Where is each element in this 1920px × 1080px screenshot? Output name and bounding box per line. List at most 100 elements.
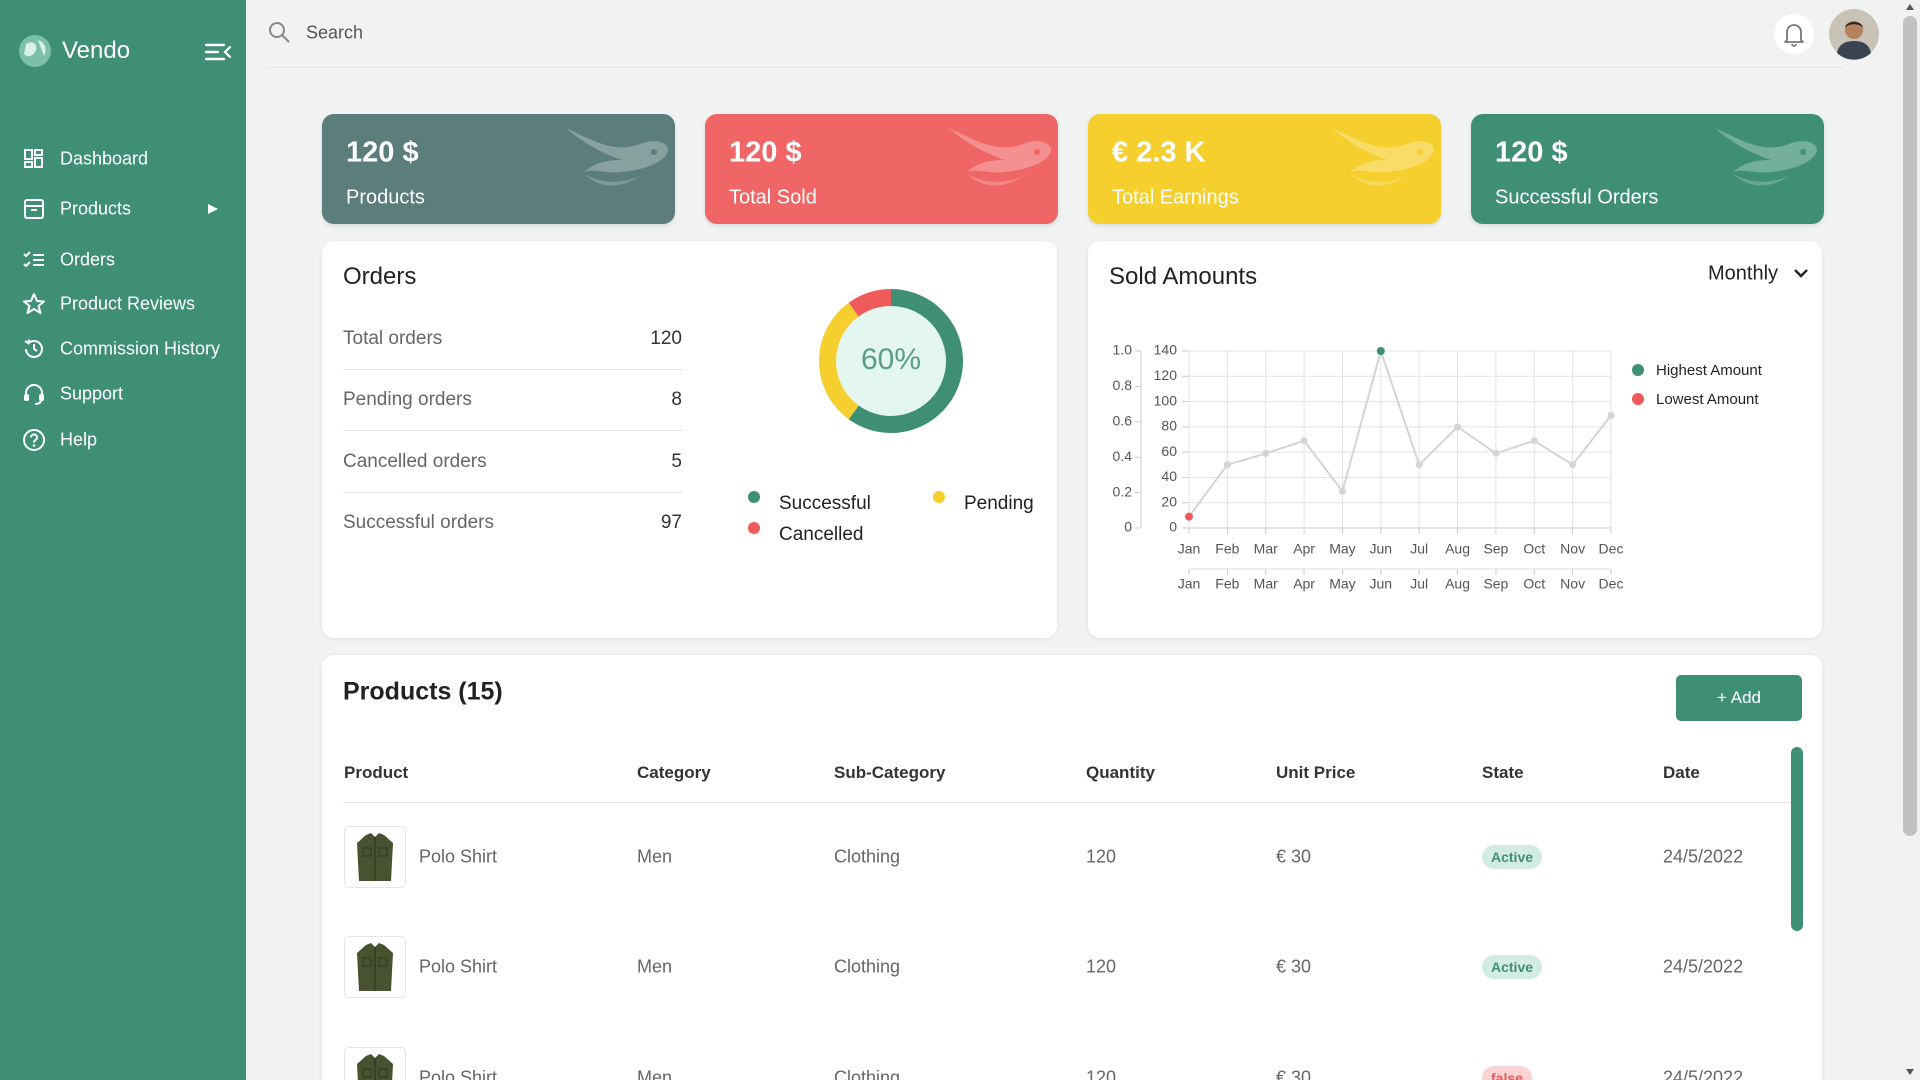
- stat-card: 120 $ Total Sold: [705, 114, 1058, 224]
- table-row[interactable]: Polo Shirt Men Clothing 120 € 30 Active 24/5/2…: [322, 922, 1787, 1012]
- menu-label: Support: [60, 383, 124, 404]
- icon-part: [33, 344, 38, 352]
- table-cell: Men: [637, 956, 673, 977]
- table-row[interactable]: Polo Shirt Men Clothing 120 € 30 false 24/5/20…: [322, 1033, 1787, 1080]
- bell-bg: [1774, 14, 1814, 54]
- y-tick-label: 20: [1161, 493, 1177, 509]
- orders-donut: 60% Successful Pending Cancelled: [748, 289, 1034, 545]
- product-name: Polo Shirt: [419, 956, 498, 977]
- y2-tick-label: 0.6: [1113, 413, 1133, 429]
- orders-row-divider: [343, 430, 683, 431]
- avatar-head: [1845, 21, 1863, 39]
- decor-wave: [584, 174, 640, 186]
- donut-segment: [848, 289, 892, 317]
- orders-row-divider: [343, 369, 683, 370]
- decor-wave: [1733, 174, 1789, 186]
- menu-item[interactable]: Orders: [0, 239, 246, 281]
- user-avatar[interactable]: [1829, 9, 1879, 60]
- table-cell: 24/5/2022: [1663, 956, 1744, 977]
- search-handle: [281, 34, 290, 43]
- amount-line: [1188, 347, 1612, 518]
- decor-dot: [651, 149, 657, 155]
- icon-part: [23, 293, 45, 314]
- column-header: Category: [637, 763, 711, 782]
- icon-part: [24, 161, 33, 168]
- x2-tick-label: Mar: [1254, 576, 1278, 592]
- decor-wave: [967, 174, 1023, 186]
- icon-part: [23, 429, 45, 451]
- legend-label: Lowest Amount: [1656, 391, 1759, 408]
- x2-tick-label: Jan: [1178, 576, 1201, 592]
- legend-dot: [748, 491, 760, 503]
- icon-part: [34, 157, 43, 168]
- menu-label: Dashboard: [60, 148, 149, 169]
- product-thumbnail: [344, 936, 406, 998]
- menu-toggle[interactable]: [204, 40, 232, 64]
- column-header: State: [1482, 763, 1524, 782]
- scroll-down[interactable]: [1905, 1068, 1915, 1076]
- shirt-pocket: [362, 1068, 372, 1078]
- x-tick-label: Jun: [1370, 541, 1393, 557]
- column-header: Product: [344, 763, 409, 782]
- table-cell: € 30: [1276, 846, 1312, 867]
- product-name: Polo Shirt: [419, 846, 498, 867]
- stat-card: € 2.3 K Total Earnings: [1088, 114, 1441, 224]
- amount-point: [1415, 461, 1423, 469]
- menu-item[interactable]: Product Reviews: [0, 283, 246, 325]
- icon-part: [23, 261, 31, 268]
- state-badge: false: [1482, 1066, 1532, 1080]
- icon-part: [24, 199, 44, 219]
- period-label: Monthly: [1708, 262, 1779, 285]
- arrow-shape: [1906, 4, 1914, 10]
- period-dropdown[interactable]: Monthly: [1708, 257, 1808, 291]
- scroll-up[interactable]: [1905, 3, 1915, 11]
- y2-tick-label: 0.2: [1113, 483, 1133, 499]
- donut-center-label: 60%: [861, 343, 921, 376]
- table-scrollbar: [1791, 747, 1803, 931]
- y-tick-label: 140: [1154, 342, 1178, 358]
- stat-value: 120 $: [1495, 136, 1568, 169]
- legend-dot: [933, 491, 945, 503]
- dropdown-chevron: [1794, 269, 1808, 278]
- bell-icon: [1784, 24, 1804, 47]
- menu-icon: [23, 251, 44, 268]
- table-cell: € 30: [1276, 956, 1312, 977]
- table-cell: 120: [1086, 846, 1117, 867]
- menu-item[interactable]: Products: [0, 188, 246, 230]
- add-button[interactable]: + Add: [1676, 675, 1802, 721]
- x2-tick-label: Nov: [1560, 576, 1585, 592]
- table-row[interactable]: Polo Shirt Men Clothing 120 € 30 Active 24/5/2…: [322, 812, 1787, 902]
- amount-point: [1338, 487, 1346, 495]
- menu-icon: [23, 293, 45, 314]
- sold-amounts-chart: 0 0.2 0.4 0.6 0.8 1.0 0 20 40 60 80 100 120 140 Jan Jan…: [1113, 342, 1763, 592]
- stat-value: € 2.3 K: [1112, 136, 1206, 169]
- topbar-divider: [266, 67, 1844, 68]
- menu-item[interactable]: Help: [0, 419, 246, 461]
- icon-part: [23, 251, 31, 258]
- decor-wave: [1350, 174, 1406, 186]
- y2-tick-label: 1.0: [1113, 342, 1133, 358]
- table-cell: Clothing: [834, 1067, 901, 1080]
- scrollbar-thumb[interactable]: [1903, 16, 1917, 836]
- x-tick-label: Feb: [1215, 541, 1239, 557]
- x-tick-label: Aug: [1445, 541, 1470, 557]
- notification-button[interactable]: [1774, 14, 1814, 54]
- x-tick-label: Jul: [1410, 541, 1428, 557]
- icon-part: [25, 340, 43, 358]
- x2-tick-label: Feb: [1215, 576, 1239, 592]
- y2-tick-label: 0.4: [1113, 448, 1133, 464]
- y-tick-label: 100: [1154, 392, 1178, 408]
- shirt-pocket: [378, 1068, 388, 1078]
- search-input[interactable]: Search: [306, 22, 364, 43]
- amount-point: [1454, 423, 1462, 431]
- icon-part: [24, 394, 29, 401]
- menu-item[interactable]: Commission History: [0, 328, 246, 370]
- menu-item[interactable]: Support: [0, 373, 246, 415]
- shirt-pocket: [378, 957, 388, 967]
- products-card: Products (15) + Add Product Category Sub-Cat…: [322, 655, 1822, 1080]
- stat-card-decoration: [949, 128, 1051, 186]
- y2-tick-label: 0: [1124, 519, 1132, 535]
- menu-item[interactable]: Dashboard: [0, 138, 246, 180]
- toggle-arrow: [223, 45, 232, 59]
